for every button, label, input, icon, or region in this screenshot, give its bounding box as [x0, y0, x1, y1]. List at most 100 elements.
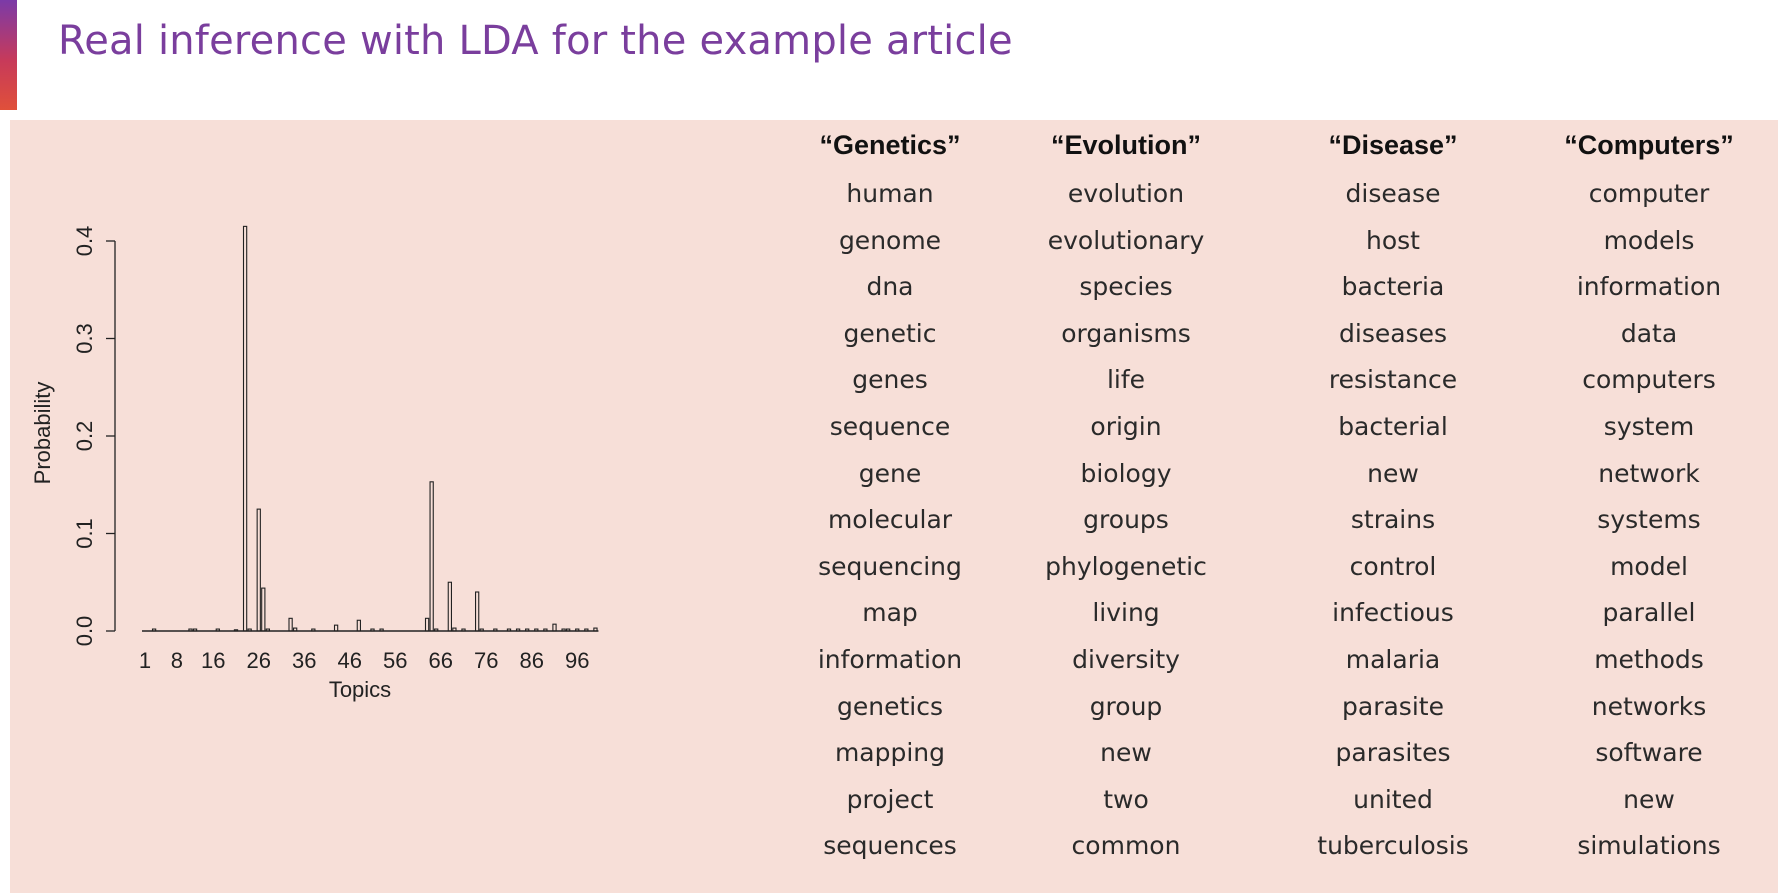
topic-word: genetics [837, 691, 943, 721]
y-axis-label: Probability [30, 382, 55, 485]
topic-column-evolution: “Evolution” evolution evolutionary species… [1006, 125, 1246, 870]
topic-word: dna [866, 272, 914, 302]
x-tick-label: 8 [171, 648, 183, 673]
topic-word: strains [1350, 505, 1436, 535]
topic-word: network [1598, 458, 1700, 488]
topic-word: common [1071, 831, 1181, 861]
topic-column-genetics: “Genetics” human genome dna genetic genes seq… [770, 125, 1010, 870]
topic-column-disease: “Disease” disease host bacteria diseases res… [1273, 125, 1513, 870]
bar-topic-48 [356, 619, 362, 632]
topic-heading: “Evolution” [1051, 130, 1201, 160]
topic-word: sequence [829, 411, 951, 441]
bar-topic-53 [379, 628, 384, 632]
bar-topic-23 [242, 225, 248, 632]
bar-topic-78 [493, 628, 498, 632]
y-axis: 0.0 0.1 0.2 0.3 0.4 [72, 226, 116, 647]
bar-topic-26 [256, 508, 261, 632]
topic-word: malaria [1345, 644, 1441, 674]
topic-word: living [1092, 598, 1160, 628]
topic-word: computers [1582, 365, 1716, 395]
topic-word: organisms [1061, 318, 1191, 348]
topic-word: two [1103, 784, 1149, 814]
topic-word: methods [1594, 644, 1704, 674]
topic-word: information [817, 644, 963, 674]
bar-topic-68 [447, 581, 453, 632]
topic-word: diversity [1072, 644, 1180, 674]
topic-word: species [1079, 272, 1173, 302]
topic-word: system [1603, 411, 1695, 441]
y-tick-label: 0.4 [72, 226, 97, 257]
topic-word: parasite [1342, 691, 1444, 721]
bar-topic-81 [506, 628, 512, 632]
topic-heading: “Computers” [1564, 130, 1734, 160]
topic-word-list: evolution evolutionary species organisms lif… [1006, 171, 1246, 870]
bar-topic-89 [543, 628, 548, 632]
bar-topic-87 [534, 628, 539, 632]
topic-word: groups [1083, 505, 1169, 535]
bar-topic-21 [233, 629, 239, 632]
topic-word: phylogenetic [1045, 551, 1207, 581]
x-tick-label: 26 [247, 648, 271, 673]
topic-word: map [862, 598, 918, 628]
topic-heading: “Genetics” [819, 130, 961, 160]
bar-topic-24 [247, 628, 252, 632]
accent-bar [0, 0, 17, 110]
bar-topic-63 [424, 617, 430, 632]
bar-topic-38 [311, 628, 316, 632]
topic-word: simulations [1577, 831, 1721, 861]
topic-word: resistance [1328, 365, 1458, 395]
topic-word: gene [858, 458, 922, 488]
topic-word: bacteria [1341, 272, 1445, 302]
topic-word: molecular [827, 505, 953, 535]
y-tick-label: 0.1 [72, 518, 97, 549]
bar-topic-33 [288, 617, 293, 632]
topic-word: models [1603, 225, 1695, 255]
x-axis: 1 8 16 26 36 46 56 66 76 86 96 [139, 648, 590, 673]
bar-topic-34 [292, 627, 298, 632]
x-tick-label: 56 [383, 648, 407, 673]
bar-topic-17 [215, 628, 220, 632]
bar-topic-94 [565, 628, 571, 632]
content-panel [10, 120, 1778, 893]
topic-word: computer [1588, 179, 1710, 208]
topic-word: sequences [823, 831, 957, 861]
bar-topic-69 [452, 627, 457, 632]
topic-word: networks [1591, 691, 1707, 721]
topic-word: control [1349, 551, 1437, 581]
y-tick-label: 0.0 [72, 616, 97, 647]
bar-topic-3 [151, 628, 157, 632]
topic-word: genetic [843, 318, 937, 348]
bar-topic-43 [333, 624, 339, 632]
x-tick-label: 36 [292, 648, 316, 673]
topic-word: tuberculosis [1317, 831, 1469, 861]
y-tick-label: 0.3 [72, 323, 97, 354]
x-tick-label: 66 [429, 648, 453, 673]
topic-word: disease [1345, 179, 1441, 208]
bar-topic-64 [429, 481, 434, 632]
x-tick-label: 46 [338, 648, 362, 673]
topic-word: new [1623, 784, 1675, 814]
bar-topic-83 [515, 628, 521, 632]
topic-word: data [1620, 318, 1678, 348]
bar-topic-100 [593, 627, 598, 632]
topic-word: diseases [1339, 318, 1447, 348]
topic-word: project [846, 784, 934, 814]
topic-word: sequencing [818, 551, 962, 581]
topic-word: bacterial [1338, 411, 1448, 441]
topic-word: mapping [834, 738, 946, 768]
bar-topic-11 [188, 628, 193, 632]
x-tick-label: 1 [139, 648, 151, 673]
topic-word: parasites [1335, 738, 1451, 768]
topic-word: human [846, 179, 934, 208]
x-tick-label: 76 [474, 648, 498, 673]
topic-column-computers: “Computers” computer models information dat… [1529, 125, 1769, 870]
bar-topic-65 [434, 628, 439, 632]
bar-topic-71 [461, 628, 466, 632]
x-tick-label: 96 [565, 648, 589, 673]
topic-word: infectious [1332, 598, 1454, 628]
bar-topic-91 [552, 623, 557, 632]
topic-word: genome [838, 225, 942, 255]
topic-word: evolutionary [1047, 225, 1205, 255]
x-tick-label: 16 [201, 648, 225, 673]
y-tick-label: 0.2 [72, 421, 97, 452]
